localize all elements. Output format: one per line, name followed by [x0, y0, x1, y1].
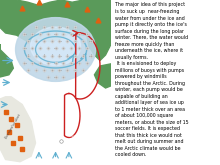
- Polygon shape: [0, 44, 13, 77]
- Polygon shape: [0, 97, 36, 162]
- Text: The major idea of this project
is to suck up  near-freezing
water from under the: The major idea of this project is to suc…: [116, 2, 189, 157]
- Polygon shape: [0, 0, 111, 42]
- Text: Greenland ice sheet: Greenland ice sheet: [5, 113, 22, 140]
- Ellipse shape: [31, 27, 81, 66]
- Ellipse shape: [16, 18, 95, 81]
- Text: Buoys with
windmills and water
pumps: Buoys with windmills and water pumps: [69, 134, 101, 147]
- Polygon shape: [87, 0, 111, 61]
- Polygon shape: [94, 64, 111, 88]
